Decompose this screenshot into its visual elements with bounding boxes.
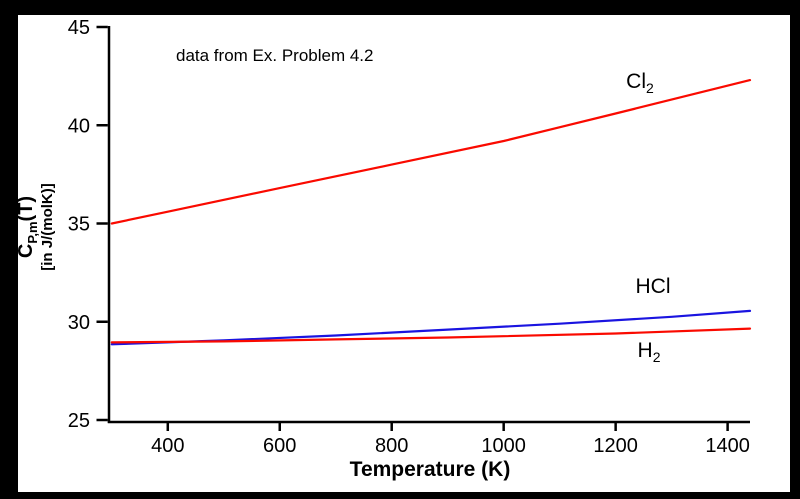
series-line-h2 [110,327,752,344]
x-tick-label-1200: 1200 [593,435,638,457]
annotation-text: data from Ex. Problem 4.2 [176,46,374,65]
x-tick-label-400: 400 [151,435,184,457]
y-axis-title-arg: (T) [14,195,37,222]
series-label-h2: H2 [637,338,661,366]
y-tick-label-45: 45 [68,17,90,39]
y-tick-label-40: 40 [68,115,90,137]
y-axis-title-symbol: C [14,243,37,259]
x-tick-label-800: 800 [375,435,408,457]
y-axis-title-subscript: P,m [24,221,40,244]
y-tick-label-25: 25 [68,410,90,432]
series-label-cl2: Cl2 [626,69,654,97]
x-tick-label-1400: 1400 [705,435,750,457]
plot-panel [18,15,790,492]
y-tick-label-30: 30 [68,312,90,334]
y-axis-title-units: [in J/(molK)] [38,183,56,271]
x-tick-label-600: 600 [263,435,296,457]
series-label-hcl: HCl [635,274,671,298]
x-tick-label-1000: 1000 [481,435,526,457]
y-tick-label-35: 35 [68,214,90,236]
y-axis-title-line1: CP,m(T) [14,183,40,271]
x-axis-title: Temperature (K) [349,458,511,481]
series-line-cl2 [110,78,752,225]
